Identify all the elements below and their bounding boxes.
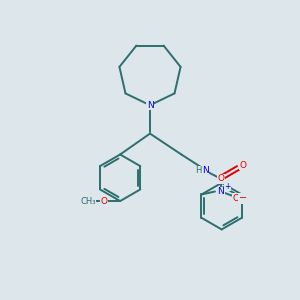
- Text: +: +: [224, 182, 231, 190]
- Text: O: O: [239, 161, 246, 170]
- Text: −: −: [239, 193, 247, 203]
- Text: O: O: [233, 194, 240, 202]
- Text: H: H: [196, 167, 202, 176]
- Text: O: O: [100, 196, 107, 206]
- Text: O: O: [218, 175, 224, 184]
- Text: CH₃: CH₃: [80, 196, 96, 206]
- Text: N: N: [218, 187, 224, 196]
- Text: N: N: [147, 101, 153, 110]
- Text: N: N: [202, 167, 209, 176]
